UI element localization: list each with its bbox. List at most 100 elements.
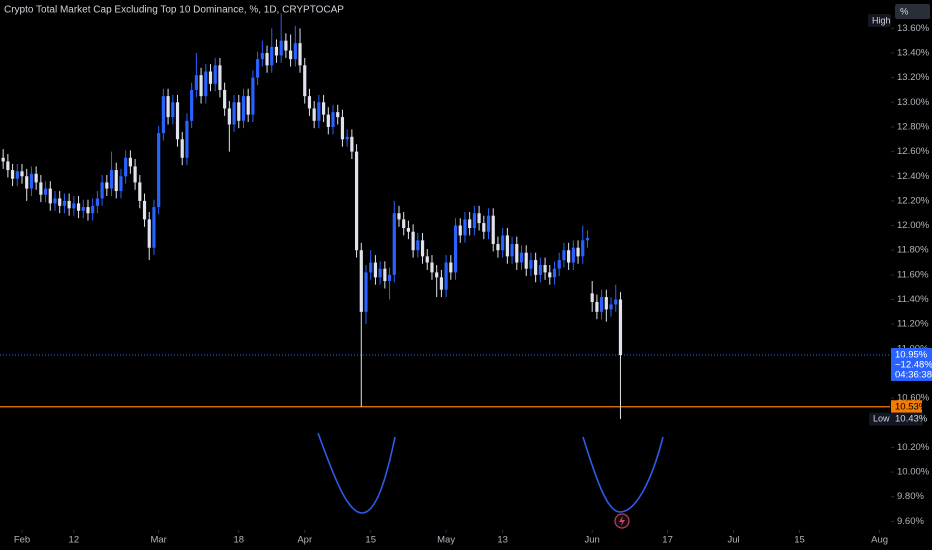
y-tick-label: 11.60% — [897, 269, 929, 280]
candle-body — [477, 213, 481, 224]
candle-body — [43, 188, 48, 195]
candle-body — [265, 53, 269, 66]
candle-body — [223, 89, 227, 109]
candle-body — [590, 293, 594, 302]
candle-body — [53, 198, 57, 204]
candle-body — [39, 182, 43, 195]
y-tick-label: 13.40% — [897, 48, 930, 59]
candle-body — [321, 102, 326, 115]
last-price-box — [891, 347, 932, 381]
x-tick-label: 18 — [233, 535, 244, 546]
candle-body — [303, 65, 307, 97]
candle-body — [420, 240, 425, 257]
candle-body — [543, 265, 547, 273]
candle-body — [538, 265, 542, 275]
y-tick-label: 11.80% — [897, 245, 929, 256]
candle-body — [279, 40, 283, 56]
y-tick-label: 9.80% — [897, 491, 924, 502]
countdown: 04:36:38 — [895, 369, 932, 380]
candle-body — [213, 65, 217, 84]
last-price-change: −12.48% — [895, 359, 932, 370]
candle-body — [468, 219, 472, 229]
candle-body — [505, 235, 509, 257]
low-label-box — [869, 412, 891, 426]
candle-body — [124, 157, 128, 177]
y-tick-label: 13.20% — [897, 72, 930, 83]
candle-body — [618, 299, 623, 355]
candle-body — [194, 75, 198, 90]
y-tick-label: 10.00% — [897, 467, 930, 478]
candle-body — [378, 268, 382, 278]
candle-body — [114, 170, 118, 192]
candle-body — [449, 262, 453, 273]
x-tick-label: Jul — [727, 535, 739, 546]
level-label: 10.53% — [895, 401, 928, 412]
candle-body — [133, 166, 137, 183]
candle-body — [585, 237, 590, 241]
curve-drawing — [317, 432, 396, 514]
candle-body — [519, 252, 524, 263]
candle-body — [86, 207, 90, 214]
last-price: 10.95% — [895, 349, 928, 360]
y-tick-label: 10.60% — [897, 393, 930, 404]
y-tick-label: 12.00% — [897, 220, 930, 231]
candle-body — [524, 252, 528, 269]
y-tick-label: 12.20% — [897, 195, 930, 206]
low-label: Low — [873, 413, 890, 423]
candle-body — [76, 203, 81, 211]
candle-body — [529, 260, 533, 269]
candle-body — [199, 75, 203, 97]
candle-body — [119, 176, 123, 192]
candle-body — [175, 102, 180, 140]
candle-body — [298, 43, 302, 66]
candle-body — [67, 200, 71, 209]
candle-body — [397, 213, 401, 220]
candle-body — [392, 213, 396, 275]
event-icon[interactable] — [614, 513, 630, 529]
candle-body — [152, 207, 156, 248]
candle-body — [350, 136, 354, 152]
candle-body — [246, 96, 250, 115]
candle-body — [105, 182, 109, 189]
candle-body — [369, 262, 373, 273]
candle-body — [142, 200, 147, 220]
low-value: 10.43% — [895, 414, 928, 425]
candle-body — [256, 59, 260, 78]
candle-body — [293, 43, 297, 60]
candle-body — [72, 203, 76, 209]
candle-body — [15, 171, 19, 179]
candle-body — [157, 133, 161, 208]
scale-unit-button[interactable] — [895, 4, 930, 19]
candle-body — [232, 102, 236, 125]
candle-body — [147, 219, 151, 248]
candle-body — [600, 297, 604, 312]
level-label-box — [891, 400, 922, 414]
candle-body — [406, 228, 411, 232]
candle-body — [425, 256, 429, 263]
candle-body — [515, 244, 519, 263]
candle-body — [81, 207, 85, 211]
candle-body — [109, 170, 114, 189]
candle-body — [95, 198, 100, 206]
y-tick-label: 11.40% — [897, 294, 929, 305]
candle-body — [354, 151, 359, 251]
candle-body — [1, 157, 5, 162]
x-tick-label: Mar — [150, 535, 166, 546]
candle-body — [614, 299, 618, 305]
candle-body — [270, 46, 274, 66]
candle-body — [609, 304, 613, 310]
candle-body — [307, 96, 312, 109]
price-axis — [891, 0, 932, 550]
candle-body — [345, 136, 349, 140]
high-label: High — [872, 15, 891, 25]
candle-body — [20, 171, 24, 177]
candle-body — [274, 46, 279, 56]
candle-body — [472, 213, 476, 229]
y-tick-label: 13.00% — [897, 97, 930, 108]
candle-body — [128, 157, 132, 167]
candle-body — [317, 102, 321, 121]
candle-body — [6, 161, 10, 171]
candle-body — [100, 182, 104, 199]
candle-body — [48, 188, 52, 204]
